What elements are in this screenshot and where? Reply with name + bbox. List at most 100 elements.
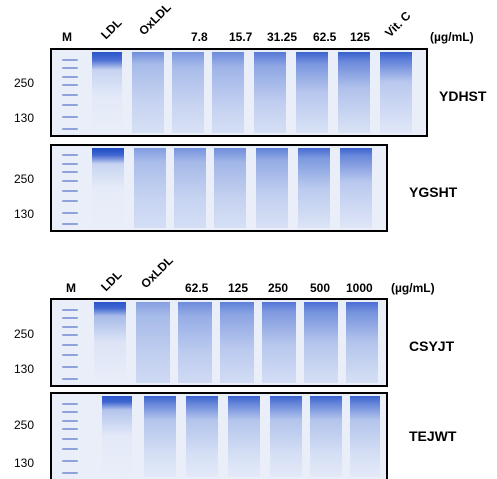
lane-label-conc: 125 [228, 281, 249, 295]
marker-band [62, 200, 78, 202]
mw-label-130: 130 [14, 456, 35, 470]
mw-label-250: 250 [14, 327, 35, 341]
mw-label-250: 250 [14, 418, 35, 432]
marker-band [62, 428, 78, 430]
gel-lane [134, 148, 166, 228]
marker-band [62, 317, 78, 319]
marker-band [62, 326, 78, 328]
lane-label-conc: 15.7 [229, 30, 253, 44]
marker-band [62, 403, 78, 405]
marker-ladder [58, 394, 82, 479]
marker-band [62, 223, 78, 225]
marker-band [62, 76, 78, 78]
marker-band [62, 154, 78, 156]
marker-band [62, 309, 78, 311]
gel-lane [174, 148, 206, 228]
marker-band [62, 180, 78, 182]
unit-label: (µg/mL) [391, 281, 435, 295]
marker-band [62, 84, 78, 86]
lane-label-oxldl: OxLDL [138, 253, 176, 291]
mw-label-250: 250 [14, 172, 35, 186]
gel-lane [92, 148, 124, 228]
gel-lane [172, 52, 204, 133]
lane-label-ldl: LDL [98, 15, 125, 42]
marker-band [62, 448, 78, 450]
gel-ydhst [50, 48, 428, 137]
marker-band [62, 116, 78, 118]
marker-ladder [58, 300, 82, 385]
gel-lane [214, 148, 246, 228]
gel-lane [298, 148, 330, 228]
gel-lane [144, 396, 176, 477]
mw-label-130: 130 [14, 362, 35, 376]
marker-ladder [58, 50, 82, 135]
gel-lane [220, 302, 254, 383]
marker-band [62, 438, 78, 440]
gel-lane [338, 52, 370, 133]
marker-band [62, 163, 78, 165]
gel-lane [350, 396, 380, 477]
marker-band [62, 212, 78, 214]
lane-label-conc: 250 [268, 281, 289, 295]
marker-band [62, 366, 78, 368]
lane-label-conc: 500 [310, 281, 331, 295]
marker-band [62, 334, 78, 336]
lane-label-ldl: LDL [98, 267, 125, 294]
gel-lane [380, 52, 412, 133]
marker-band [62, 411, 78, 413]
lane-label-conc: 31.25 [267, 30, 298, 44]
gel-lane [254, 52, 286, 133]
marker-band [62, 59, 78, 61]
unit-label: (µg/mL) [430, 30, 474, 44]
marker-band [62, 472, 78, 474]
marker-band [62, 344, 78, 346]
gel-lane [346, 302, 378, 383]
marker-ladder [58, 146, 82, 230]
marker-band [62, 378, 78, 380]
marker-band [62, 460, 78, 462]
marker-band [62, 190, 78, 192]
lane-label-m: M [62, 30, 72, 44]
lane-label-vitc: Vit. C [382, 8, 414, 40]
lane-label-conc: 125 [350, 30, 371, 44]
mw-label-130: 130 [14, 111, 35, 125]
lane-label-conc: 1000 [346, 281, 373, 295]
gel-lane [304, 302, 338, 383]
marker-band [62, 354, 78, 356]
gel-lane [262, 302, 296, 383]
lane-label-conc: 62.5 [185, 281, 209, 295]
gel-lane [228, 396, 260, 477]
gel-lane [178, 302, 212, 383]
sample-name-csyjt: CSYJT [409, 338, 455, 354]
gel-ygsht [50, 144, 388, 232]
lane-label-conc: 7.8 [191, 30, 208, 44]
gel-lane [270, 396, 302, 477]
gel-lane [340, 148, 372, 228]
sample-name-ygsht: YGSHT [409, 184, 458, 200]
gel-lane [296, 52, 328, 133]
gel-csyjt [50, 298, 388, 387]
marker-band [62, 104, 78, 106]
lane-label-oxldl: OxLDL [136, 0, 174, 38]
marker-band [62, 67, 78, 69]
lane-label-m: M [66, 281, 76, 295]
gel-lane [310, 396, 342, 477]
gel-lane [132, 52, 164, 133]
gel-lane [102, 396, 132, 477]
marker-band [62, 128, 78, 130]
gel-lane [136, 302, 170, 383]
mw-label-250: 250 [14, 76, 35, 90]
marker-band [62, 94, 78, 96]
mw-label-130: 130 [14, 207, 35, 221]
gel-lane [256, 148, 288, 228]
gel-lane [212, 52, 244, 133]
sample-name-ydhst: YDHST [439, 88, 487, 104]
gel-lane [92, 52, 122, 133]
gel-lane [186, 396, 218, 477]
marker-band [62, 420, 78, 422]
sample-name-tejwt: TEJWT [409, 428, 457, 444]
gel-tejwt [50, 392, 388, 479]
lane-label-conc: 62.5 [313, 30, 337, 44]
marker-band [62, 171, 78, 173]
gel-lane [94, 302, 126, 383]
